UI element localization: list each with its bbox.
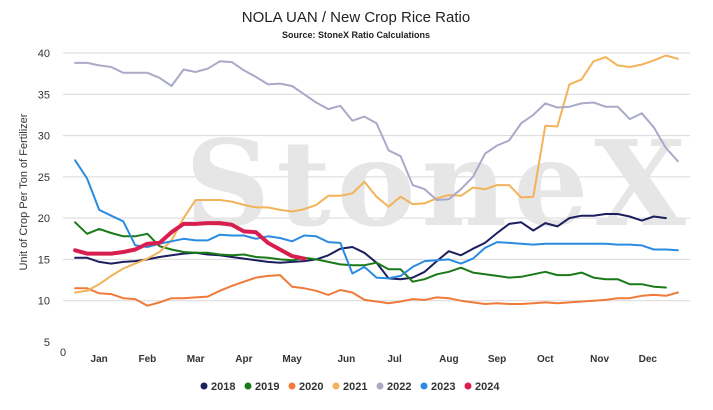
y-axis-label: Unit of Crop Per Ton of Fertilizer	[18, 113, 30, 270]
y-tick-label: 25	[38, 172, 50, 184]
legend-item-2021: 2021	[332, 381, 367, 393]
legend-item-2019: 2019	[244, 381, 279, 393]
x-tick-label: Jan	[91, 354, 108, 365]
series-line-2018	[74, 213, 667, 281]
x-tick-label: Feb	[139, 354, 157, 365]
series-line-2021	[74, 54, 679, 294]
legend-label: 2022	[387, 381, 411, 393]
series-line-2020	[74, 274, 679, 307]
chart-title: NOLA UAN / New Crop Rice Ratio	[242, 9, 470, 26]
legend-marker	[376, 382, 384, 390]
legend-marker	[244, 382, 252, 390]
legend-item-2024: 2024	[464, 381, 500, 393]
legend-label: 2023	[431, 381, 455, 393]
watermark-mark: ®	[612, 150, 634, 176]
chart-subtitle: Source: StoneX Ratio Calculations	[282, 30, 430, 40]
series-line-2019	[74, 221, 667, 289]
legend-item-2018: 2018	[200, 381, 235, 393]
y-tick-label: 10	[38, 296, 50, 308]
x-tick-label: Jul	[387, 354, 402, 365]
x-origin-label: 0	[60, 347, 66, 359]
series-line-2022	[74, 60, 679, 201]
legend-item-2020: 2020	[288, 381, 323, 393]
x-tick-label: Mar	[187, 354, 205, 365]
legend-item-2023: 2023	[420, 381, 455, 393]
legend: 2018 2019 2020 2021 2022 2023 2024	[200, 381, 500, 393]
x-tick-label: Apr	[235, 354, 252, 365]
legend-label: 2019	[255, 381, 279, 393]
legend-marker	[332, 382, 340, 390]
gridlines	[63, 52, 690, 302]
x-tick-label: Jun	[337, 354, 355, 365]
x-tick-label: Dec	[639, 354, 658, 365]
x-axis-ticks: Jan Feb Mar Apr May Jun Jul Aug Sep Oct Nov Dec	[91, 354, 658, 365]
y-tick-label: 15	[38, 254, 50, 266]
x-tick-label: May	[282, 354, 302, 365]
watermark-text: StoneX	[185, 114, 692, 253]
x-tick-label: Aug	[439, 354, 458, 365]
y-tick-label: 40	[38, 48, 50, 60]
x-tick-label: Nov	[590, 354, 609, 365]
y-axis-ticks: 5 10 15 20 25 30 35 40	[38, 48, 50, 349]
legend-label: 2024	[475, 381, 500, 393]
y-tick-label: 20	[38, 213, 50, 225]
legend-marker	[288, 382, 296, 390]
watermark: StoneX ®	[185, 114, 692, 253]
y-tick-label: 35	[38, 89, 50, 101]
legend-label: 2018	[211, 381, 235, 393]
x-tick-label: Oct	[537, 354, 554, 365]
legend-marker	[464, 382, 472, 390]
legend-label: 2021	[343, 381, 367, 393]
series-line-2023	[74, 159, 679, 280]
y-tick-label: 5	[44, 337, 50, 349]
series-lines	[73, 54, 679, 307]
series-line-2024	[73, 221, 307, 261]
x-tick-label: Sep	[488, 354, 506, 365]
legend-item-2022: 2022	[376, 381, 411, 393]
legend-label: 2020	[299, 381, 323, 393]
legend-marker	[200, 382, 208, 390]
legend-marker	[420, 382, 428, 390]
y-tick-label: 30	[38, 131, 50, 143]
